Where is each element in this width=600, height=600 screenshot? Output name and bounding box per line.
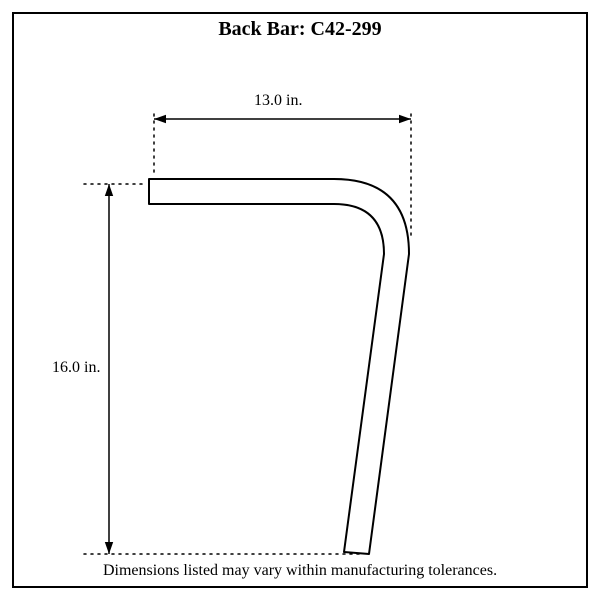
dimension-arrow-height xyxy=(105,184,113,554)
drawing-frame: Back Bar: C42-299 13.0 in. 16.0 in. Dime… xyxy=(12,12,588,588)
dimension-arrow-width xyxy=(154,115,411,123)
drawing-footnote: Dimensions listed may vary within manufa… xyxy=(14,562,586,580)
dimension-label-width: 13.0 in. xyxy=(254,92,302,110)
bar-outline xyxy=(149,179,409,554)
dimension-label-height: 16.0 in. xyxy=(52,359,100,377)
